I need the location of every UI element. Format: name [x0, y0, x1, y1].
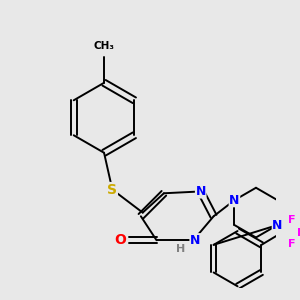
Text: N: N	[196, 185, 206, 198]
Text: F: F	[288, 239, 296, 249]
Text: H: H	[176, 244, 185, 254]
Text: O: O	[115, 233, 127, 247]
Text: CH₃: CH₃	[94, 41, 115, 51]
Text: S: S	[107, 183, 117, 196]
Text: F: F	[288, 215, 296, 225]
Text: N: N	[272, 218, 283, 232]
Text: N: N	[229, 194, 240, 207]
Text: F: F	[297, 228, 300, 238]
Text: N: N	[190, 234, 200, 247]
